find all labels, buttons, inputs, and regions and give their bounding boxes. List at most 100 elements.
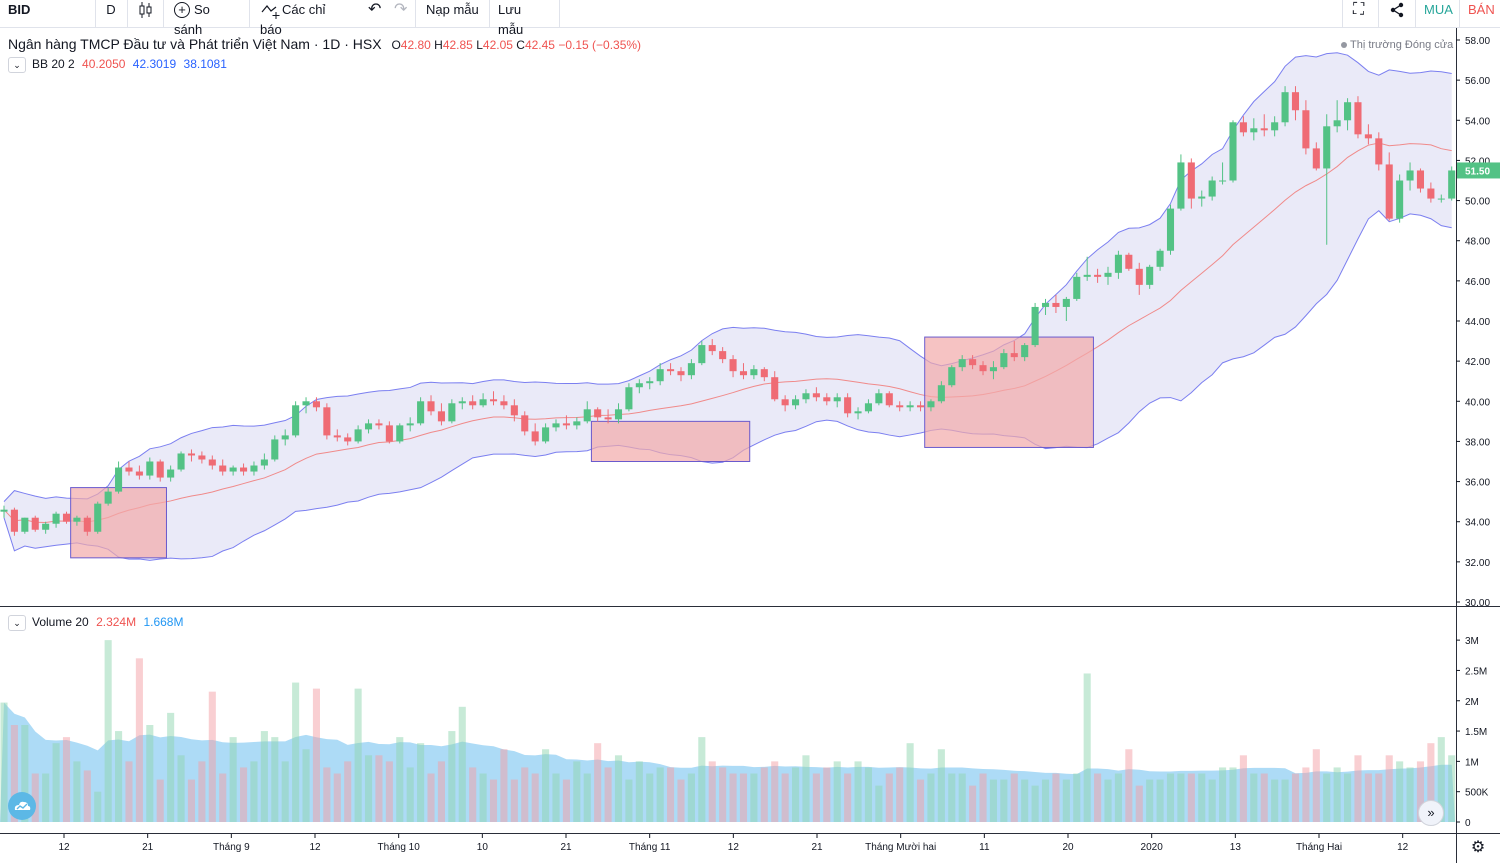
candle bbox=[489, 391, 498, 406]
highlight-box bbox=[590, 420, 751, 463]
fullscreen-button[interactable]: ⛶ bbox=[1345, 0, 1375, 27]
candle-body bbox=[417, 401, 425, 424]
collapse-button[interactable]: ⌄ bbox=[8, 615, 26, 631]
symbol-search[interactable]: BID bbox=[0, 0, 95, 27]
indicators-button[interactable]: Các chỉ báo bbox=[252, 0, 357, 37]
candle-body bbox=[292, 405, 300, 436]
volume-axis[interactable]: 3M 2.5M 2M 1.5M 1M 500K 0 bbox=[1456, 636, 1489, 829]
candle-body bbox=[500, 401, 508, 406]
candle bbox=[1219, 162, 1227, 185]
volume-bar bbox=[448, 731, 456, 822]
candle bbox=[510, 399, 518, 422]
sell-button[interactable]: BÁN bbox=[1460, 0, 1500, 27]
collapse-button[interactable]: ⌄ bbox=[8, 57, 26, 73]
candle-body bbox=[1406, 170, 1414, 181]
volume-bar bbox=[344, 761, 352, 822]
change-value: −0.15 (−0.35%) bbox=[558, 38, 642, 52]
candle bbox=[698, 341, 706, 366]
candle-body bbox=[989, 367, 997, 372]
candle bbox=[1281, 86, 1289, 127]
gear-icon: ⚙ bbox=[1470, 839, 1486, 856]
candle bbox=[729, 355, 737, 378]
candle bbox=[52, 511, 60, 528]
candle-body bbox=[531, 431, 539, 442]
candle-body bbox=[1448, 170, 1456, 199]
chart-style-button[interactable] bbox=[130, 0, 162, 27]
price-axis[interactable]: 58.00 56.00 54.00 52.00 50.00 48.00 46.00 44.00… bbox=[0, 28, 1500, 863]
candle bbox=[667, 363, 675, 376]
volume-tick-label: 2M bbox=[1465, 697, 1479, 708]
candle-body bbox=[979, 365, 987, 372]
volume-name: Volume 20 bbox=[32, 615, 89, 630]
load-template-label: Nạp mẫu bbox=[426, 2, 479, 17]
candle bbox=[1198, 190, 1206, 207]
candle bbox=[1302, 100, 1310, 155]
candle bbox=[1271, 116, 1279, 137]
indicators-icon bbox=[261, 4, 280, 19]
status-dot-icon bbox=[1341, 42, 1347, 48]
volume-bar bbox=[396, 737, 404, 822]
volume-bar bbox=[510, 779, 518, 822]
candle-body bbox=[229, 467, 237, 472]
candle bbox=[521, 411, 529, 436]
time-tick-label: Tháng Mười hai bbox=[865, 842, 936, 853]
interval-button[interactable]: D bbox=[96, 0, 126, 27]
candle bbox=[1239, 116, 1247, 137]
price-tick-label: 38.00 bbox=[1465, 437, 1490, 448]
candle-body bbox=[1135, 268, 1143, 285]
candle-body bbox=[458, 401, 466, 404]
candle-body bbox=[31, 517, 39, 530]
volume-bar bbox=[989, 779, 997, 822]
redo-button[interactable]: ↷ bbox=[386, 0, 410, 27]
candle-body bbox=[281, 435, 289, 440]
scroll-to-realtime-button[interactable]: » bbox=[1418, 800, 1444, 826]
candle bbox=[1094, 268, 1102, 283]
candle bbox=[448, 399, 456, 424]
candle-body bbox=[1385, 164, 1393, 219]
candle bbox=[781, 395, 789, 412]
candle-body bbox=[1302, 110, 1310, 149]
time-axis[interactable]: 12 21 Tháng 9 12 Tháng 10 10 21 Tháng 11 12 21 Thá… bbox=[58, 834, 1409, 853]
volume-bar bbox=[406, 767, 414, 822]
candle bbox=[989, 361, 997, 380]
load-template-button[interactable]: Nạp mẫu bbox=[418, 0, 488, 27]
candle-body bbox=[219, 465, 227, 472]
time-tick-label: 21 bbox=[142, 842, 154, 853]
candle-body bbox=[792, 399, 800, 406]
volume-bar bbox=[323, 767, 331, 822]
buy-button[interactable]: MUA bbox=[1416, 0, 1458, 27]
volume-bar bbox=[937, 749, 945, 822]
volume-bar bbox=[1229, 767, 1237, 822]
candle-body bbox=[1323, 126, 1331, 169]
volume-bar bbox=[260, 731, 268, 822]
candle-body bbox=[323, 407, 331, 436]
share-button[interactable] bbox=[1381, 0, 1411, 27]
volume-bar bbox=[229, 737, 237, 822]
close-value: 42.45 bbox=[524, 38, 555, 52]
candle bbox=[115, 461, 123, 494]
candle bbox=[552, 419, 560, 432]
volume-bar bbox=[833, 761, 841, 822]
high-value: 42.85 bbox=[442, 38, 473, 52]
market-status: Thị trường Đóng cửa bbox=[1341, 39, 1453, 51]
candle bbox=[927, 399, 935, 412]
chart-settings-button[interactable]: ⚙ bbox=[1467, 837, 1489, 859]
volume-bar bbox=[198, 761, 206, 822]
candle bbox=[135, 465, 143, 480]
candle-body bbox=[781, 399, 789, 406]
compare-button[interactable]: + So sánh bbox=[166, 0, 246, 37]
save-template-button[interactable]: Lưu mẫu bbox=[490, 0, 558, 37]
tradingview-logo[interactable] bbox=[8, 792, 36, 820]
undo-button[interactable]: ↶ bbox=[360, 0, 384, 27]
volume-bar bbox=[489, 779, 498, 822]
bb-upper-value: 42.3019 bbox=[132, 57, 177, 72]
volume-bar bbox=[969, 785, 977, 822]
candle-body bbox=[469, 401, 477, 406]
volume-bar bbox=[729, 773, 737, 822]
candle-body bbox=[583, 409, 591, 422]
last-price-label: 51.50 bbox=[1465, 166, 1490, 177]
price-chart[interactable]: 58.00 56.00 54.00 52.00 50.00 48.00 46.00 44.00… bbox=[0, 28, 1500, 863]
volume-bar bbox=[1021, 779, 1029, 822]
last-price-badge bbox=[1457, 162, 1500, 179]
candle-body bbox=[312, 401, 320, 408]
